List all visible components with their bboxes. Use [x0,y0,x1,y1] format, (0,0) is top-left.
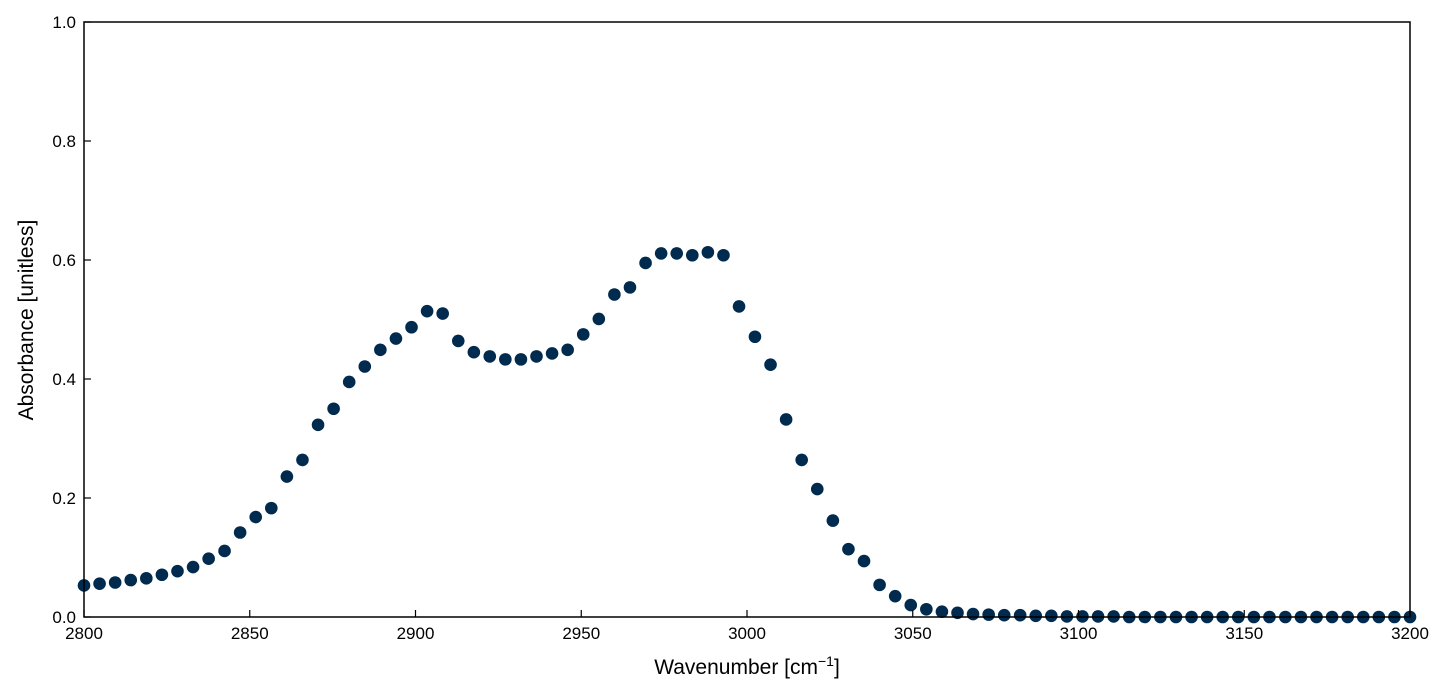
data-point [140,572,153,585]
data-point [592,312,606,326]
data-point [1029,609,1043,623]
x-tick-label: 2900 [397,624,435,643]
data-point [795,453,808,467]
data-point [764,358,777,372]
data-point [1013,608,1027,622]
data-point [467,345,481,359]
data-point [420,304,434,318]
data-point [327,402,340,416]
data-point [233,526,247,539]
x-tick-label: 2850 [231,624,269,643]
y-tick-label: 0.0 [52,608,76,627]
axis-ticks: 2800 2850 2900 2950 3000 3050 3100 3150 3200 0.0 0… [52,13,1429,643]
data-point [982,608,995,621]
data-point [389,332,403,345]
data-point [842,542,855,556]
data-point [280,470,294,483]
data-point [717,248,730,262]
data-point [374,343,387,357]
data-point [514,353,528,366]
x-tick-label: 3050 [894,624,932,643]
x-tick-label: 3000 [728,624,766,643]
y-tick-label: 0.2 [52,489,76,508]
data-point [639,256,652,270]
data-point [405,320,418,334]
data-point [499,353,512,366]
data-point [935,605,949,618]
data-points [77,245,1417,624]
data-point [701,245,715,259]
data-point [810,482,824,496]
data-point [249,510,263,524]
y-tick-label: 1.0 [52,13,76,32]
data-point [358,360,372,373]
x-tick-label: 2950 [562,624,600,643]
data-point [732,300,746,313]
data-point [124,573,138,587]
x-tick-label: 2800 [65,624,103,643]
data-point [779,413,793,426]
data-point [530,350,543,363]
data-point [686,248,699,262]
data-point [311,418,325,432]
data-point [561,343,574,357]
data-point [451,334,465,348]
y-axis-label: Absorbance [unitless] [15,220,38,421]
data-point [873,578,886,592]
y-tick-label: 0.6 [52,251,76,270]
data-point [93,577,106,590]
x-tick-label: 3200 [1391,624,1429,643]
data-point [1045,609,1058,623]
data-point [857,554,871,568]
x-axis-label: Wavenumber [cm−1] [654,653,840,679]
data-point [296,453,309,467]
data-point [951,606,964,620]
data-point [670,247,684,260]
data-point [202,552,215,565]
x-tick-label: 3100 [1060,624,1098,643]
data-point [623,281,637,294]
data-point [186,560,200,574]
data-point [108,576,122,589]
data-point [920,602,933,616]
data-point [966,607,980,621]
data-point [545,347,559,360]
data-point [436,307,449,320]
data-point [654,247,668,260]
data-point [748,330,762,344]
data-point [826,514,840,527]
data-point [218,544,231,558]
data-point [997,608,1011,622]
y-tick-label: 0.4 [52,370,76,389]
data-point [171,564,184,578]
data-point [576,328,590,341]
data-point [483,350,497,363]
x-tick-label: 3150 [1225,624,1263,643]
data-point [904,598,918,612]
data-point [342,375,356,389]
data-point [155,568,169,582]
plot-frame [83,21,1411,618]
data-point [264,501,278,515]
y-tick-label: 0.8 [52,132,76,151]
data-point [608,288,621,301]
data-point [888,589,902,603]
